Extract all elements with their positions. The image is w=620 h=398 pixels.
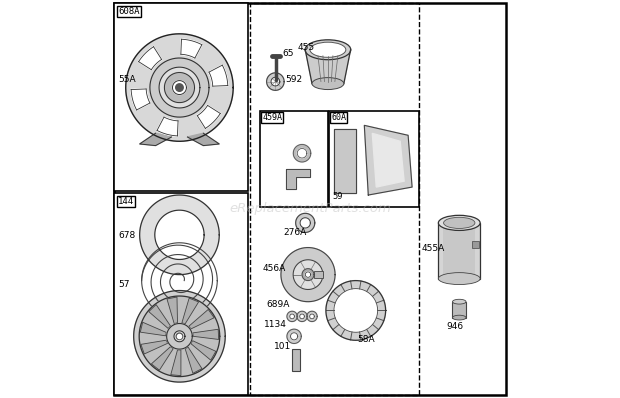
Polygon shape: [271, 77, 280, 86]
Text: 60A: 60A: [331, 113, 346, 123]
Polygon shape: [170, 350, 181, 376]
Polygon shape: [309, 314, 314, 319]
Text: 58A: 58A: [358, 335, 375, 344]
Polygon shape: [139, 296, 219, 377]
Polygon shape: [293, 144, 311, 162]
Bar: [453, 302, 466, 318]
Polygon shape: [164, 72, 195, 103]
Text: eReplacementParts.com: eReplacementParts.com: [229, 203, 391, 215]
Ellipse shape: [305, 40, 351, 60]
Text: 689A: 689A: [266, 300, 290, 309]
Polygon shape: [134, 291, 225, 382]
Polygon shape: [299, 314, 304, 319]
Bar: [438, 223, 480, 279]
Polygon shape: [149, 304, 170, 328]
Polygon shape: [287, 329, 301, 343]
Polygon shape: [291, 333, 298, 340]
Text: 57: 57: [118, 280, 130, 289]
Ellipse shape: [443, 217, 475, 228]
Polygon shape: [140, 322, 166, 336]
Ellipse shape: [310, 42, 346, 57]
Polygon shape: [187, 133, 219, 146]
Polygon shape: [151, 347, 174, 370]
Polygon shape: [307, 311, 317, 322]
Text: 55A: 55A: [118, 74, 136, 84]
Polygon shape: [167, 297, 177, 324]
Polygon shape: [174, 275, 185, 286]
Polygon shape: [185, 347, 202, 373]
Polygon shape: [172, 80, 187, 95]
Ellipse shape: [312, 78, 344, 90]
Text: 678: 678: [118, 230, 135, 240]
Polygon shape: [189, 309, 214, 329]
Text: 144: 144: [118, 197, 135, 206]
Polygon shape: [326, 281, 386, 340]
Polygon shape: [167, 324, 192, 349]
Bar: [114, 193, 248, 395]
Polygon shape: [334, 289, 378, 332]
Polygon shape: [365, 125, 412, 195]
Text: 1134: 1134: [264, 320, 287, 329]
Polygon shape: [267, 73, 284, 90]
Polygon shape: [334, 129, 356, 193]
Text: 592: 592: [285, 75, 303, 84]
Polygon shape: [293, 260, 323, 289]
Bar: [249, 3, 420, 395]
Polygon shape: [193, 329, 219, 339]
Polygon shape: [286, 169, 310, 189]
Bar: [314, 271, 324, 278]
Text: 455A: 455A: [422, 244, 445, 253]
Polygon shape: [297, 148, 307, 158]
Text: 65: 65: [282, 49, 294, 58]
Polygon shape: [191, 341, 216, 360]
Ellipse shape: [438, 215, 480, 230]
Text: 101: 101: [274, 342, 291, 351]
Ellipse shape: [453, 299, 466, 304]
Polygon shape: [174, 331, 185, 342]
Polygon shape: [287, 311, 297, 322]
Text: 455: 455: [298, 43, 315, 52]
Text: 59: 59: [332, 192, 343, 201]
Bar: [291, 349, 299, 371]
Bar: [260, 111, 328, 207]
Polygon shape: [155, 210, 204, 259]
Polygon shape: [296, 213, 315, 232]
Bar: [443, 227, 475, 275]
Text: 276A: 276A: [283, 228, 306, 237]
Bar: [472, 241, 479, 248]
Polygon shape: [297, 311, 308, 322]
Text: 608A: 608A: [118, 7, 140, 16]
Polygon shape: [300, 218, 311, 228]
Bar: [329, 111, 420, 207]
Polygon shape: [182, 298, 198, 324]
Circle shape: [176, 333, 183, 339]
Ellipse shape: [453, 315, 466, 320]
Text: 946: 946: [446, 322, 463, 332]
Text: 456A: 456A: [262, 263, 285, 273]
Ellipse shape: [438, 273, 480, 285]
Polygon shape: [126, 34, 233, 141]
Polygon shape: [305, 272, 311, 277]
Polygon shape: [302, 269, 314, 281]
Polygon shape: [281, 248, 335, 302]
Polygon shape: [140, 133, 172, 146]
Polygon shape: [140, 195, 219, 275]
Polygon shape: [372, 133, 404, 187]
Circle shape: [175, 84, 184, 91]
Polygon shape: [141, 340, 167, 354]
Polygon shape: [159, 67, 200, 108]
Bar: [114, 3, 248, 191]
Polygon shape: [150, 58, 209, 117]
Polygon shape: [290, 314, 294, 319]
Polygon shape: [305, 50, 350, 84]
Text: 459A: 459A: [262, 113, 282, 123]
